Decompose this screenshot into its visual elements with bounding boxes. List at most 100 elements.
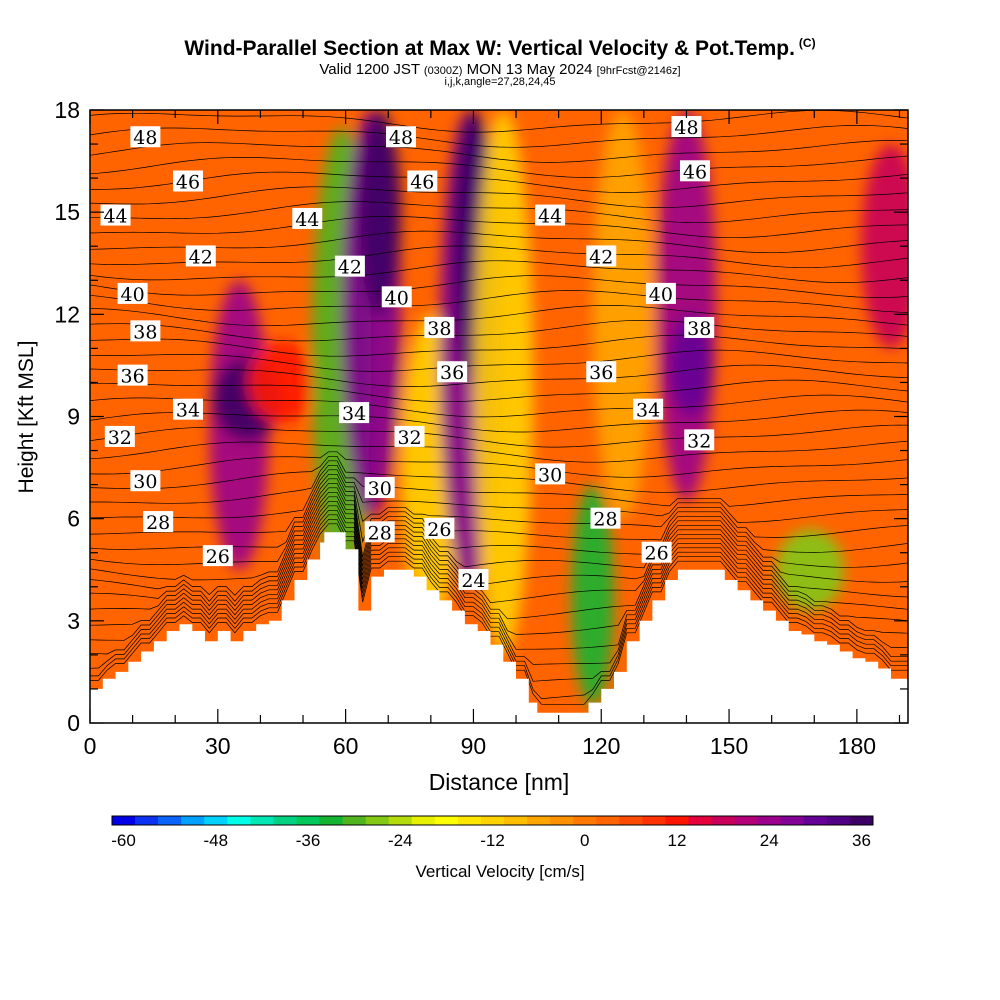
colorbar-swatch	[457, 816, 482, 825]
colorbar-label: Vertical Velocity [cm/s]	[415, 862, 585, 881]
x-tick-label: 90	[461, 733, 487, 759]
theta-line	[90, 523, 908, 705]
theta-line	[90, 514, 908, 682]
colorbar-swatch	[688, 816, 713, 825]
theta-line	[90, 364, 908, 387]
x-tick-label: 0	[84, 733, 97, 759]
theta-line	[90, 455, 908, 493]
colorbar-swatch	[826, 816, 851, 825]
theta-line	[90, 487, 908, 598]
theta-line	[90, 155, 908, 178]
theta-label: 48	[389, 127, 413, 149]
theta-label-box	[172, 398, 203, 420]
colorbar-swatch	[596, 816, 620, 825]
theta-label: 48	[133, 127, 157, 149]
theta-line	[90, 518, 908, 700]
theta-label-box	[424, 517, 455, 539]
theta-label-box	[586, 245, 617, 267]
theta-line	[90, 469, 908, 538]
theta-label: 30	[368, 478, 392, 500]
theta-label: 40	[649, 284, 673, 306]
theta-label: 42	[338, 257, 362, 279]
theta-label-box	[586, 361, 617, 383]
theta-line	[90, 201, 908, 224]
velocity-cell	[861, 144, 908, 349]
theta-label-box	[535, 463, 566, 485]
velocity-cell	[592, 110, 653, 519]
theta-label: 36	[121, 366, 145, 388]
theta-label-box	[100, 204, 131, 226]
colorbar-tick-label: 0	[580, 831, 589, 850]
theta-labels: 48 48 48 46 46 46 44 44 44 42 42 42 40 40 40 38 38 38 36 36…	[100, 116, 715, 592]
colorbar-swatch	[665, 816, 690, 825]
velocity-cell	[358, 110, 402, 315]
colorbar-tick-label: -48	[203, 831, 228, 850]
theta-label-box	[339, 402, 370, 424]
colorbar-swatch	[342, 816, 367, 825]
theta-line	[90, 394, 908, 418]
theta-label: 46	[410, 172, 434, 194]
theta-line	[90, 509, 908, 665]
colorbar-swatch	[734, 816, 759, 825]
theta-label: 46	[683, 161, 707, 183]
theta-label-box	[535, 204, 566, 226]
theta-line	[90, 451, 908, 478]
velocity-cell	[247, 341, 316, 424]
colorbar-frame	[111, 815, 874, 826]
theta-label: 38	[687, 318, 711, 340]
chart-subtitle: Valid 1200 JST (0300Z) MON 13 May 2024 […	[0, 61, 1000, 78]
theta-label: 24	[461, 570, 485, 592]
theta-contours	[90, 110, 908, 705]
plot-clip-group: 48 48 48 46 46 46 44 44 44 42 42 42 40 40 40 38 38 38 36 36…	[90, 110, 908, 723]
title-main: Wind-Parallel Section at Max W: Vertical…	[184, 37, 795, 60]
x-tick-label: 180	[838, 733, 876, 759]
theta-label-box	[117, 282, 148, 304]
colorbar-swatch	[227, 816, 251, 825]
theta-label-box	[407, 170, 438, 192]
theta-line	[90, 125, 908, 148]
theta-line	[90, 171, 908, 193]
colorbar-swatch	[434, 816, 459, 825]
colorbar-tick-label: -60	[111, 831, 136, 850]
colorbar-swatch	[319, 816, 344, 825]
x-tick-label: 150	[710, 733, 748, 759]
colorbar-swatch	[757, 816, 782, 825]
theta-label: 32	[397, 427, 421, 449]
theta-label-box	[381, 286, 412, 308]
theta-label: 32	[687, 430, 711, 452]
theta-line	[90, 500, 908, 635]
theta-line	[90, 482, 908, 583]
colorbar-swatch	[619, 816, 643, 825]
theta-label: 36	[589, 362, 613, 384]
theta-label-box	[679, 160, 710, 182]
theta-label-box	[143, 511, 174, 533]
theta-label-box	[334, 255, 365, 277]
y-tick-label: 15	[54, 199, 80, 225]
y-tick-label: 18	[54, 97, 80, 123]
theta-line	[90, 505, 908, 650]
colorbar-swatch	[135, 816, 159, 825]
colorbar-swatch	[573, 816, 597, 825]
theta-line	[90, 460, 908, 507]
theta-label: 40	[385, 287, 409, 309]
y-tick-label: 3	[67, 608, 80, 634]
colorbar-tick-label: 24	[760, 831, 779, 850]
y-tick-label: 0	[67, 710, 80, 736]
colorbar-swatch	[112, 816, 136, 825]
theta-label: 40	[121, 284, 145, 306]
colorbar-swatch	[780, 816, 805, 825]
theta-label: 46	[176, 172, 200, 194]
theta-label-box	[202, 545, 233, 567]
theta-label-box	[684, 429, 715, 451]
theta-line	[90, 245, 908, 269]
theta-line	[90, 349, 908, 372]
theta-line	[90, 409, 908, 433]
theta-label: 26	[206, 546, 230, 568]
theta-label-box	[645, 282, 676, 304]
theta-label: 34	[342, 403, 366, 425]
colorbar-tick-label: -24	[388, 831, 413, 850]
theta-label-box	[633, 398, 664, 420]
theta-label-box	[130, 470, 161, 492]
theta-label: 28	[368, 522, 392, 544]
